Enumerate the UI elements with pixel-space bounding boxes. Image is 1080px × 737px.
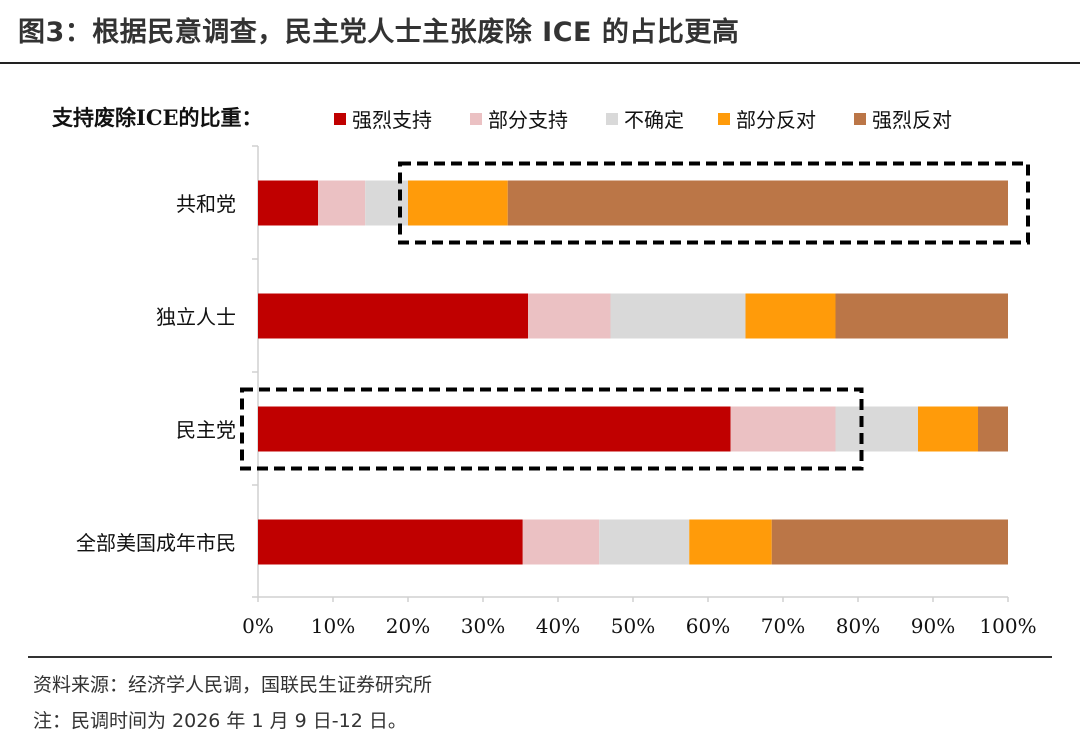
bar-segment xyxy=(258,406,731,452)
legend-label: 强烈支持 xyxy=(352,108,432,132)
x-tick-label: 10% xyxy=(311,614,355,638)
figure-header: 图3：根据民意调查，民主党人士主张废除 ICE 的占比更高 xyxy=(0,0,1080,64)
bar-segment xyxy=(918,406,978,452)
bar-segment xyxy=(978,406,1008,452)
legend-swatch xyxy=(854,113,866,125)
x-tick-label: 80% xyxy=(836,614,880,638)
legend-label: 不确定 xyxy=(624,108,684,132)
bar-segment xyxy=(771,519,1008,565)
bar-segment xyxy=(835,293,1008,339)
bar-segment xyxy=(365,180,408,226)
date-note: 注：民调时间为 2026 年 1 月 9 日-12 日。 xyxy=(33,710,407,732)
axes: 0% 10% 20% 30% 40% 50% 60% 70% 80% 90% 100% 共和党独立人士… xyxy=(76,145,1037,638)
bar-segment xyxy=(689,519,772,565)
legend: 强烈支持 部分支持 不确定 部分反对 强烈反对 xyxy=(334,108,952,132)
x-tick-label: 20% xyxy=(386,614,430,638)
bar-segment xyxy=(610,293,746,339)
highlight-box xyxy=(398,161,1030,245)
source-note: 资料来源：经济学人民调，国联民生证券研究所 xyxy=(33,674,433,696)
x-tick-label: 70% xyxy=(761,614,805,638)
bar-segment xyxy=(258,519,523,565)
category-label: 共和党 xyxy=(176,192,236,216)
figure-title: 图3：根据民意调查，民主党人士主张废除 ICE 的占比更高 xyxy=(18,17,740,48)
legend-label: 强烈反对 xyxy=(872,108,952,132)
x-tick-label: 100% xyxy=(979,614,1036,638)
bar-segment xyxy=(258,180,318,226)
x-tick-label: 0% xyxy=(242,614,274,638)
stacked-bar-chart: 支持废除ICE的比重： 强烈支持 部分支持 不确定 部分反对 强烈反对 0% 10% 20%… xyxy=(52,105,1037,638)
x-tick-label: 30% xyxy=(461,614,505,638)
highlight-boxes xyxy=(240,161,1030,471)
x-tick-label: 40% xyxy=(536,614,580,638)
bar-segment xyxy=(507,180,1008,226)
legend-title: 支持废除ICE的比重： xyxy=(52,105,263,130)
bar-segment xyxy=(730,406,836,452)
bar-segment xyxy=(528,293,611,339)
legend-label: 部分反对 xyxy=(736,108,816,132)
legend-swatch xyxy=(334,113,346,125)
bars xyxy=(258,180,1008,565)
category-label: 独立人士 xyxy=(156,305,236,329)
legend-swatch xyxy=(470,113,482,125)
legend-swatch xyxy=(718,113,730,125)
bar-segment xyxy=(408,180,508,226)
category-label: 民主党 xyxy=(176,418,236,442)
bar-segment xyxy=(318,180,366,226)
bar-segment xyxy=(522,519,600,565)
x-tick-label: 90% xyxy=(911,614,955,638)
x-tick-label: 50% xyxy=(611,614,655,638)
highlight-box xyxy=(240,387,864,471)
footer-divider xyxy=(28,656,1052,658)
legend-label: 部分支持 xyxy=(488,108,568,132)
bar-segment xyxy=(258,293,528,339)
bar-segment xyxy=(599,519,690,565)
x-tick-label: 60% xyxy=(686,614,730,638)
bar-segment xyxy=(835,406,918,452)
category-label: 全部美国成年市民 xyxy=(76,531,236,555)
bar-segment xyxy=(745,293,836,339)
legend-swatch xyxy=(606,113,618,125)
